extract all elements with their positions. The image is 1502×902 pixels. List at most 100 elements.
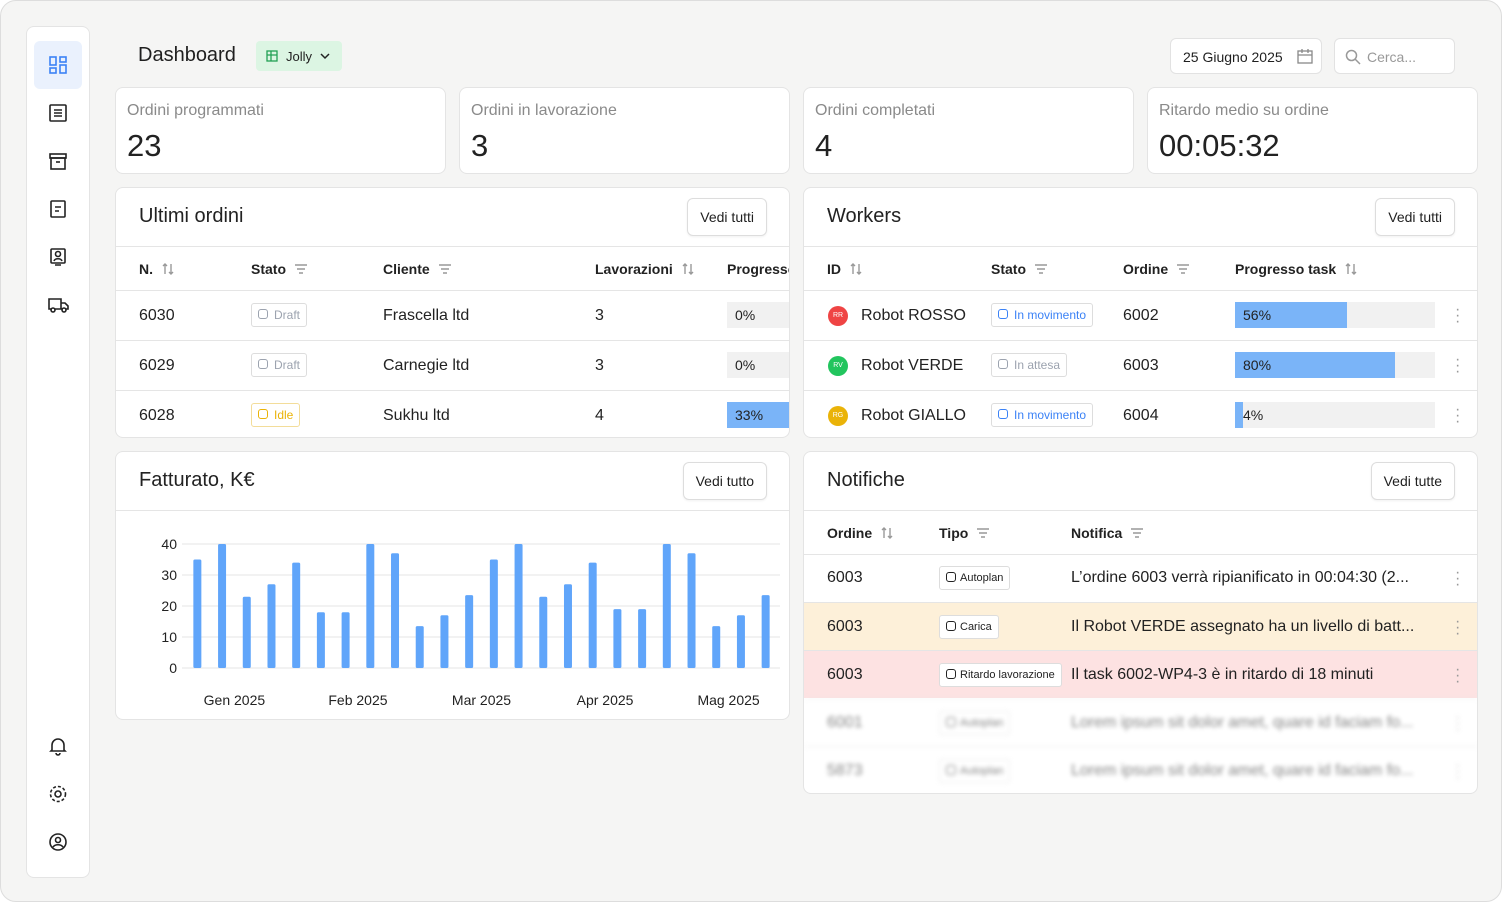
icon-path: [1035, 264, 1047, 274]
bar: [736, 615, 745, 668]
progress-track: 80%: [1235, 352, 1435, 378]
row-menu[interactable]: · · ·: [1455, 351, 1461, 380]
view-all-button[interactable]: Vedi tutte: [1370, 462, 1455, 500]
orders-card: Ultimi ordini Vedi tutti N. Stato Cliente Lav…: [115, 187, 790, 438]
bar: [712, 626, 721, 668]
column-header: Notifica: [1071, 525, 1122, 541]
sort-icon[interactable]: [849, 262, 863, 276]
tag-selector[interactable]: Jolly: [256, 41, 342, 71]
divider: [804, 510, 1477, 511]
client: Carnegie ltd: [383, 357, 470, 374]
progress-label: 0%: [735, 307, 756, 323]
filter-icon[interactable]: [1130, 526, 1144, 540]
nav-docs[interactable]: [34, 185, 82, 233]
search-box[interactable]: Cerca...: [1334, 38, 1455, 74]
row-menu[interactable]: · · ·: [1455, 757, 1461, 786]
chevron: [320, 53, 330, 60]
nav-dashboard[interactable]: [34, 41, 82, 89]
filter-icon[interactable]: [976, 526, 990, 540]
bar: [563, 584, 572, 668]
column-label: Notifica: [1071, 525, 1123, 541]
date-picker[interactable]: 25 Giugno 2025: [1170, 38, 1322, 74]
filter-icon[interactable]: [294, 262, 308, 276]
sidebar: [26, 26, 90, 878]
sort-icon[interactable]: [880, 526, 894, 540]
nav-delivery[interactable]: [34, 281, 82, 329]
column-header: ID: [827, 261, 841, 277]
notification-row: 6003 Ritardo lavorazione Il task 6002-WP4-…: [804, 650, 1477, 698]
bar: [341, 612, 350, 668]
progress-label: 4%: [1243, 407, 1264, 423]
worker-name: Robot GIALLO: [861, 407, 966, 424]
row-menu[interactable]: · · ·: [1455, 613, 1461, 642]
kpi-value: 4: [815, 128, 833, 163]
type-badge: Carica: [939, 615, 999, 639]
column-header: Stato: [251, 261, 286, 277]
sort-icon[interactable]: [161, 262, 175, 276]
x-tick-label: Apr 2025: [577, 692, 634, 708]
filter-icon[interactable]: [438, 262, 452, 276]
avatar: RR: [828, 306, 848, 326]
row-menu[interactable]: · · ·: [1455, 661, 1461, 690]
notification-order: 6003: [827, 666, 863, 683]
progress-track: 0%: [727, 302, 789, 328]
kpi-card: Ordini in lavorazione 3: [459, 87, 790, 174]
date-label: 25 Giugno 2025: [1183, 49, 1283, 65]
column-label: Cliente: [383, 261, 430, 277]
page-title: Dashboard: [138, 44, 236, 66]
nav-profile[interactable]: [34, 818, 82, 866]
column-label: N.: [139, 261, 153, 277]
bar: [242, 596, 251, 668]
notification-row: 5873 Autoplan Lorem ipsum sit dolor amet, …: [804, 746, 1477, 793]
progress-label: 33%: [735, 407, 764, 423]
nav-archive[interactable]: [34, 137, 82, 185]
bar: [662, 544, 671, 668]
bar: [391, 553, 400, 668]
notification-order: 5873: [827, 762, 863, 779]
status-badge: In movimento: [991, 303, 1094, 327]
column-label: ID: [827, 261, 841, 277]
view-all-button[interactable]: Vedi tutti: [687, 198, 767, 236]
nav-list[interactable]: [34, 89, 82, 137]
divider: [804, 554, 1477, 555]
calendar-icon: [1297, 49, 1313, 64]
nav-workers[interactable]: [34, 233, 82, 281]
filter-icon[interactable]: [1034, 262, 1048, 276]
search-placeholder: Cerca...: [1367, 49, 1417, 65]
sort-icon[interactable]: [1344, 262, 1358, 276]
icon-path: [295, 264, 307, 274]
notification-text: Lorem ipsum sit dolor amet, quare id fac…: [1071, 762, 1414, 779]
nav-notifications[interactable]: [34, 722, 82, 770]
client: Frascella ltd: [383, 307, 470, 324]
sort-icon[interactable]: [681, 262, 695, 276]
type-badge: Autoplan: [939, 759, 1011, 783]
kpi-value: 00:05:32: [1159, 128, 1280, 163]
icon-path: [850, 263, 862, 275]
filter-icon[interactable]: [1176, 262, 1190, 276]
row-menu[interactable]: · · ·: [1455, 401, 1461, 430]
icon-path: [1131, 528, 1143, 538]
row-menu[interactable]: · · ·: [1455, 301, 1461, 330]
divider: [804, 390, 1477, 391]
nav-settings[interactable]: [34, 770, 82, 818]
card-title: Notifiche: [827, 469, 905, 491]
order-id: 6029: [139, 357, 175, 374]
kpi-label: Ordini completati: [815, 102, 936, 119]
row-menu[interactable]: · · ·: [1455, 564, 1461, 593]
worker-order: 6002: [1123, 307, 1159, 324]
work-count: 3: [595, 357, 604, 374]
column-header: Progresso task: [1235, 261, 1336, 277]
x-tick-label: Mar 2025: [452, 692, 511, 708]
column-label: Stato: [991, 261, 1026, 277]
bar: [514, 544, 523, 668]
view-all-button[interactable]: Vedi tutti: [1375, 198, 1455, 236]
progress-track: 0%: [727, 352, 789, 378]
row-menu[interactable]: · · ·: [1455, 709, 1461, 738]
divider: [804, 246, 1477, 247]
view-all-button[interactable]: Vedi tutto: [682, 462, 767, 500]
column-header: Ordine: [1123, 261, 1168, 277]
bar: [440, 615, 449, 668]
y-tick-label: 40: [161, 536, 177, 552]
notification-text: L’ordine 6003 verrà ripianificato in 00:…: [1071, 569, 1409, 586]
type-badge: Autoplan: [939, 566, 1011, 590]
